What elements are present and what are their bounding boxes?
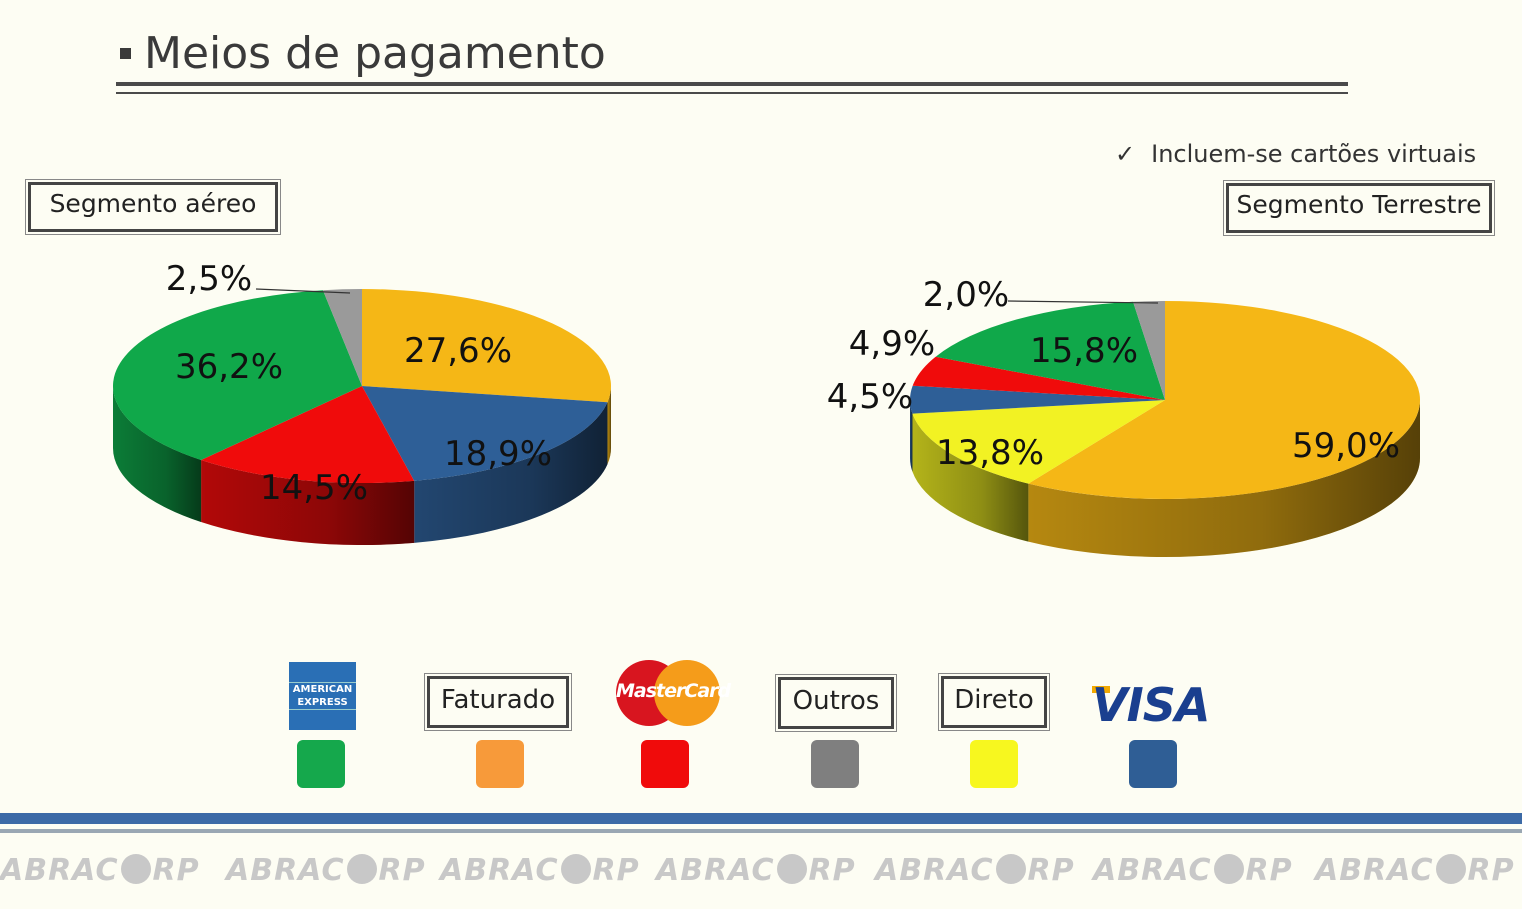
pie-slice-1: [362, 386, 608, 481]
watermark-logo: ABRAC RP: [1315, 853, 1515, 888]
virtual-cards-note: ✓ Incluem-se cartões virtuais: [1115, 140, 1476, 168]
american-express-logo: AMERICAN EXPRESS: [289, 662, 356, 730]
footer-bar-thin: [0, 829, 1522, 833]
data-label-0: 59,0%: [1292, 426, 1400, 466]
leader-line-5: [1007, 300, 1159, 304]
watermark-logo: ABRAC RP: [0, 853, 200, 888]
footer-bar: [0, 813, 1522, 824]
data-label-2: 14,5%: [260, 468, 368, 508]
pie-side-shade-1: [414, 402, 608, 543]
pie-slice-0: [1028, 301, 1420, 500]
legend-label-outros: Outros: [778, 677, 894, 729]
legend-swatch-mastercard: [641, 740, 689, 788]
data-label-5: 2,0%: [923, 275, 1009, 315]
visa-logo-accent: [1092, 686, 1110, 693]
globe-icon: [776, 854, 807, 884]
data-label-4: 2,5%: [166, 259, 252, 299]
title-underline-thin: [116, 92, 1348, 94]
pie-slice-3: [912, 356, 1165, 400]
segment-aereo-label: Segmento aéreo: [28, 182, 278, 232]
slide-header: Meios de pagamento: [116, 22, 1348, 98]
legend-label-direto: Direto: [941, 676, 1047, 728]
legend-swatch-visa: [1129, 740, 1177, 788]
globe-icon: [1213, 854, 1244, 884]
watermark-logo: ABRAC RP: [656, 853, 856, 888]
data-label-4: 15,8%: [1030, 331, 1138, 371]
visa-logo: VISA: [1092, 678, 1210, 732]
pie-side-shade-3: [113, 386, 202, 523]
pie-side-shade-2: [201, 460, 415, 545]
data-label-0: 27,6%: [404, 331, 512, 371]
title-bullet-icon: [120, 48, 131, 59]
pie-chart-terrestre: 59,0% 13,8% 4,5% 4,9% 15,8% 2,0%: [827, 275, 1420, 557]
footer-watermark-strip: ABRAC RP ABRAC RP ABRAC RP ABRAC RP ABRAC RP ABRAC…: [0, 843, 1522, 909]
pie-slice-0: [362, 289, 611, 403]
pie-slice-4: [935, 301, 1165, 400]
pie-slice-1: [912, 400, 1165, 484]
leader-line-4: [255, 288, 351, 294]
legend-swatch-faturado: [476, 740, 524, 788]
note-text: Incluem-se cartões virtuais: [1151, 140, 1477, 168]
pie-side-shade-2: [910, 400, 913, 472]
legend-swatch-direto: [970, 740, 1018, 788]
mastercard-logo: MasterCard: [616, 660, 731, 726]
globe-icon: [120, 854, 151, 884]
watermark-logo: ABRAC RP: [440, 853, 640, 888]
data-label-3: 36,2%: [175, 347, 283, 387]
globe-icon: [1435, 854, 1466, 884]
data-label-1: 13,8%: [936, 433, 1044, 473]
watermark-logo: ABRAC RP: [875, 853, 1075, 888]
pie-side-shade-1: [912, 413, 1029, 542]
segment-terrestre-label: Segmento Terrestre: [1226, 183, 1492, 233]
pie-slice-2: [910, 385, 1165, 414]
globe-icon: [560, 854, 591, 884]
page-title: Meios de pagamento: [144, 28, 606, 79]
check-icon: ✓: [1115, 140, 1136, 168]
data-label-3: 4,9%: [849, 324, 935, 364]
title-underline: [116, 82, 1348, 86]
watermark-logo: ABRAC RP: [1093, 853, 1293, 888]
data-label-1: 18,9%: [444, 434, 552, 474]
watermark-logo: ABRAC RP: [226, 853, 426, 888]
pie-slice-4: [322, 289, 362, 386]
globe-icon: [995, 854, 1026, 884]
legend-swatch-outros: [811, 740, 859, 788]
pie-side-shade-0: [607, 386, 611, 465]
pie-slice-3: [113, 290, 362, 461]
pie-slice-5: [1133, 301, 1165, 400]
legend-label-faturado: Faturado: [427, 676, 569, 728]
data-label-2: 4,5%: [827, 377, 913, 417]
globe-icon: [346, 854, 377, 884]
pie-side-shade-0: [1028, 400, 1420, 557]
legend-swatch-amex: [297, 740, 345, 788]
pie-chart-aereo: 27,6% 18,9% 14,5% 36,2% 2,5%: [113, 259, 611, 545]
pie-slice-2: [201, 386, 415, 483]
